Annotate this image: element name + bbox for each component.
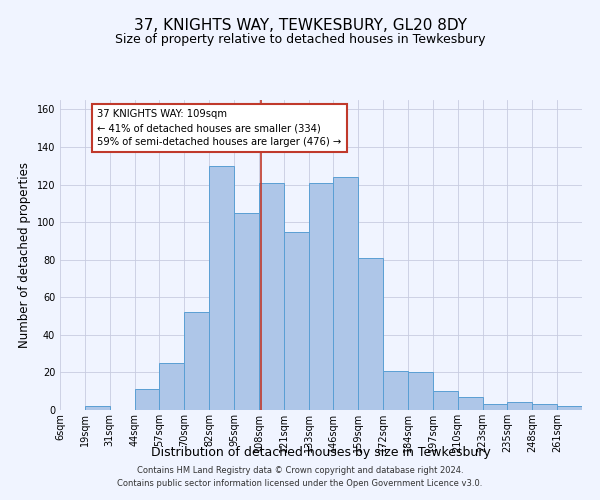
- Bar: [334, 177, 358, 410]
- Text: Contains HM Land Registry data © Crown copyright and database right 2024.
Contai: Contains HM Land Registry data © Crown c…: [118, 466, 482, 487]
- Bar: [458, 397, 482, 410]
- Bar: [184, 312, 209, 410]
- Text: 37 KNIGHTS WAY: 109sqm
← 41% of detached houses are smaller (334)
59% of semi-de: 37 KNIGHTS WAY: 109sqm ← 41% of detached…: [97, 110, 341, 148]
- Text: Distribution of detached houses by size in Tewkesbury: Distribution of detached houses by size …: [151, 446, 491, 459]
- Bar: [284, 232, 308, 410]
- Bar: [134, 390, 160, 410]
- Bar: [209, 166, 234, 410]
- Text: 37, KNIGHTS WAY, TEWKESBURY, GL20 8DY: 37, KNIGHTS WAY, TEWKESBURY, GL20 8DY: [133, 18, 467, 32]
- Bar: [259, 182, 284, 410]
- Bar: [383, 370, 408, 410]
- Bar: [85, 406, 110, 410]
- Bar: [160, 363, 184, 410]
- Bar: [508, 402, 532, 410]
- Bar: [308, 182, 334, 410]
- Bar: [482, 404, 508, 410]
- Bar: [433, 391, 458, 410]
- Bar: [532, 404, 557, 410]
- Text: Size of property relative to detached houses in Tewkesbury: Size of property relative to detached ho…: [115, 32, 485, 46]
- Bar: [358, 258, 383, 410]
- Bar: [408, 372, 433, 410]
- Bar: [234, 212, 259, 410]
- Bar: [557, 406, 582, 410]
- Y-axis label: Number of detached properties: Number of detached properties: [18, 162, 31, 348]
